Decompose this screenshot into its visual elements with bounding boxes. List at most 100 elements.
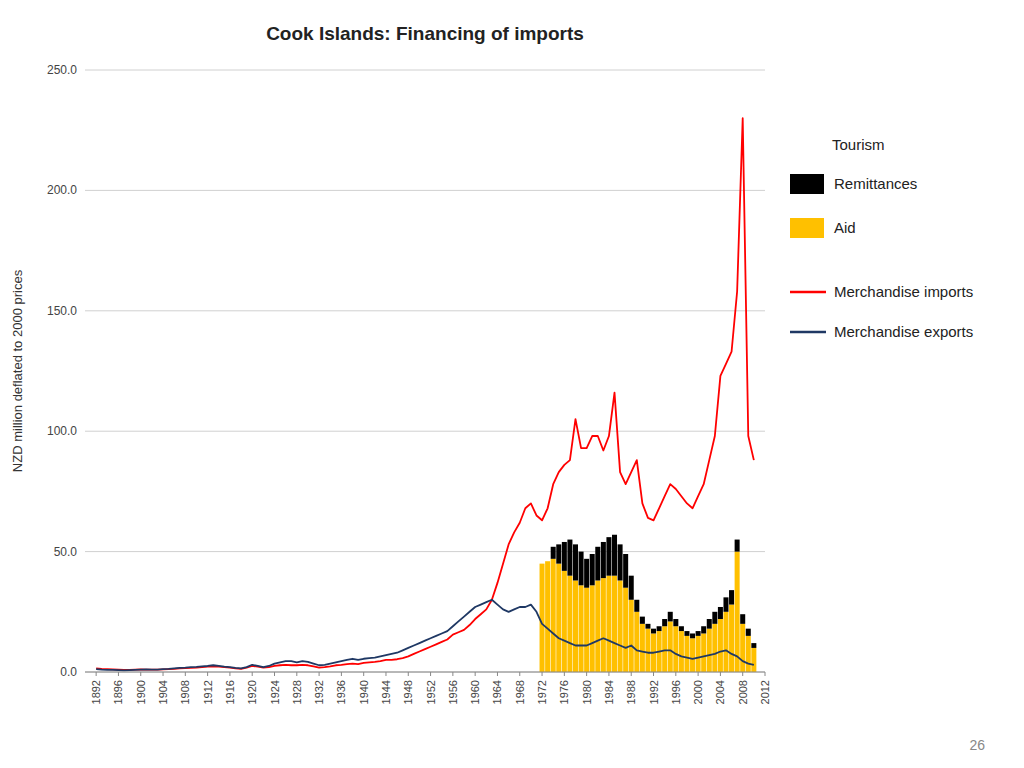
bar <box>606 537 611 576</box>
y-grid <box>85 70 765 672</box>
x-tick-label: 1956 <box>447 680 459 704</box>
bar <box>623 588 628 672</box>
x-tick <box>430 672 431 676</box>
bar <box>690 633 695 638</box>
bar <box>567 540 572 576</box>
x-tick-label: 1924 <box>269 680 281 704</box>
bar <box>673 626 678 672</box>
bar <box>595 547 600 581</box>
bar <box>623 554 628 588</box>
x-tick-label: 1932 <box>313 680 325 704</box>
x-tick-label: 1920 <box>246 680 258 704</box>
bar <box>551 559 556 672</box>
bar <box>712 612 717 624</box>
bar <box>718 619 723 672</box>
bar <box>562 542 567 571</box>
x-tick <box>631 672 632 676</box>
x-tick <box>408 672 409 676</box>
x-tick <box>742 672 743 676</box>
grid-line <box>85 190 765 191</box>
x-tick <box>765 672 766 676</box>
bar <box>673 619 678 626</box>
x-tick <box>296 672 297 676</box>
bar <box>562 571 567 672</box>
bar <box>567 576 572 672</box>
bar <box>751 648 756 672</box>
x-tick <box>319 672 320 676</box>
x-tick-label: 1912 <box>202 680 214 704</box>
bar <box>590 585 595 672</box>
x-tick <box>519 672 520 676</box>
bar <box>662 626 667 672</box>
grid-line <box>85 431 765 432</box>
bar <box>735 540 740 552</box>
bar <box>540 564 545 672</box>
line <box>96 118 754 670</box>
bar <box>545 561 550 562</box>
legend-line <box>790 331 826 334</box>
x-tick <box>385 672 386 676</box>
x-tick-label: 1980 <box>581 680 593 704</box>
x-tick <box>720 672 721 676</box>
bar <box>684 636 689 672</box>
x-tick-label: 1992 <box>648 680 660 704</box>
bar <box>707 619 712 629</box>
legend: TourismRemittancesAidMerchandise imports… <box>790 136 973 340</box>
bar <box>556 564 561 672</box>
bar <box>718 607 723 619</box>
bar <box>679 626 684 631</box>
bar <box>690 638 695 672</box>
bar <box>723 612 728 672</box>
bar <box>640 617 645 624</box>
bar <box>729 605 734 672</box>
x-tick <box>118 672 119 676</box>
x-tick-label: 2008 <box>737 680 749 704</box>
bar <box>723 597 728 611</box>
x-tick-label: 1988 <box>625 680 637 704</box>
bar <box>707 629 712 672</box>
x-tick <box>698 672 699 676</box>
bar <box>640 624 645 672</box>
x-tick-label: 1892 <box>90 680 102 704</box>
y-tick-label: 0.0 <box>60 665 77 679</box>
x-tick <box>185 672 186 676</box>
x-tick-label: 1936 <box>335 680 347 704</box>
x-tick-label: 1904 <box>157 680 169 704</box>
x-tick-label: 1940 <box>358 680 370 704</box>
bar <box>556 544 561 563</box>
x-tick <box>497 672 498 676</box>
bar <box>601 542 606 578</box>
line <box>96 600 754 671</box>
bar <box>573 580 578 672</box>
bar <box>551 547 556 559</box>
bar <box>629 576 634 600</box>
bar <box>584 559 589 588</box>
x-tick-label: 1944 <box>380 680 392 704</box>
bar <box>701 626 706 633</box>
grid-line <box>85 310 765 311</box>
bar <box>579 585 584 672</box>
x-tick <box>229 672 230 676</box>
x-tick-label: 1960 <box>469 680 481 704</box>
legend-header: Tourism <box>832 136 885 153</box>
legend-label: Remittances <box>834 175 917 192</box>
grid-line <box>85 551 765 552</box>
legend-swatch <box>790 174 824 194</box>
bar <box>540 563 545 564</box>
legend-label: Merchandise exports <box>834 323 973 340</box>
x-tick-label: 1916 <box>224 680 236 704</box>
x-tick <box>608 672 609 676</box>
x-tick <box>341 672 342 676</box>
chart: Cook Islands: Financing of imports0.050.… <box>0 0 1024 768</box>
y-tick-label: 50.0 <box>54 545 78 559</box>
legend-line <box>790 291 826 294</box>
bar <box>595 580 600 672</box>
x-tick-label: 1984 <box>603 680 615 704</box>
x-tick <box>252 672 253 676</box>
bar <box>590 554 595 585</box>
y-tick-label: 100.0 <box>47 424 77 438</box>
bar <box>629 600 634 672</box>
x-tick-label: 1952 <box>425 680 437 704</box>
x-tick <box>653 672 654 676</box>
grid-line <box>85 70 765 71</box>
